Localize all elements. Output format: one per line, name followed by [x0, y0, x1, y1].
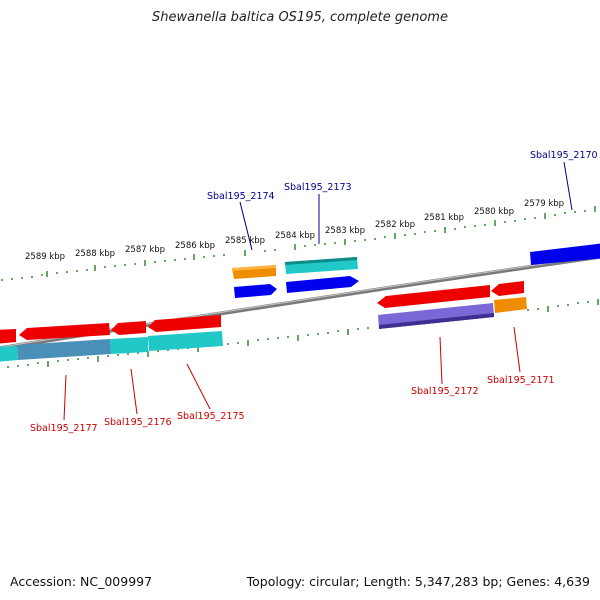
- genome-title: Shewanella baltica OS195, complete genom…: [152, 10, 448, 25]
- gene-feature-sbal195-2171[interactable]: [494, 297, 527, 313]
- forward-features: [232, 243, 600, 298]
- genome-summary-text: Topology: circular; Length: 5,347,283 bp…: [246, 574, 590, 589]
- gene-feature-sbal195-2176[interactable]: [110, 337, 148, 354]
- accession-text: Accession: NC_009997: [10, 574, 153, 589]
- kbp-label: 2583 kbp: [325, 226, 365, 236]
- kbp-label: 2589 kbp: [25, 252, 65, 262]
- cds-arrow-sbal195-2177[interactable]: [19, 323, 110, 340]
- leader-line: [439, 336, 443, 385]
- cds-arrow-sbal195-2172[interactable]: [377, 285, 490, 308]
- cds-arrow-sbal195-2171[interactable]: [491, 281, 524, 296]
- kbp-label: 2587 kbp: [125, 245, 165, 255]
- cds-arrow-sbal195-2175[interactable]: [148, 315, 221, 332]
- kbp-label: 2585 kbp: [225, 236, 265, 246]
- leader-line: [186, 363, 211, 410]
- kbp-label: 2581 kbp: [424, 213, 464, 223]
- gene-label[interactable]: Sbal195_2176: [104, 417, 172, 428]
- reverse-features: [0, 281, 527, 362]
- kbp-label: 2579 kbp: [524, 199, 564, 209]
- lower-tick-track: [7, 299, 599, 368]
- gene-label[interactable]: Sbal195_2174: [207, 191, 275, 202]
- kbp-label: 2584 kbp: [275, 231, 315, 241]
- gene-label[interactable]: Sbal195_2172: [411, 386, 479, 397]
- gene-feature-sbal195-2172-shadow: [379, 313, 494, 329]
- gene-feature-sbal195-2175[interactable]: [148, 331, 223, 351]
- gene-feature-sbal195-2177[interactable]: [17, 339, 111, 360]
- leader-line: [239, 201, 253, 251]
- cds-arrow-sbal195-2174[interactable]: [234, 284, 277, 298]
- gene-label[interactable]: Sbal195_2171: [487, 375, 555, 386]
- gene-label[interactable]: Sbal195_2173: [284, 182, 352, 193]
- reverse-labels: Sbal195_2171 Sbal195_2172 Sbal195_2175 S…: [30, 326, 555, 434]
- kbp-label: 2580 kbp: [474, 207, 514, 217]
- gene-label[interactable]: Sbal195_2175: [177, 411, 245, 422]
- kbp-label-group: 2579 kbp 2580 kbp 2581 kbp 2582 kbp 2583…: [25, 199, 564, 262]
- cds-arrow-partial[interactable]: [0, 329, 16, 344]
- gene-feature-sbal195-2174-highlight: [232, 265, 276, 271]
- leader-line: [130, 368, 138, 415]
- kbp-label: 2586 kbp: [175, 241, 215, 251]
- leader-line: [563, 161, 573, 211]
- cds-arrow-sbal195-2170[interactable]: [530, 243, 600, 265]
- gene-feature-partial[interactable]: [0, 346, 18, 362]
- leader-line: [63, 374, 67, 421]
- gene-feature-sbal195-2173-highlight: [285, 257, 357, 265]
- cds-arrow-sbal195-2173[interactable]: [286, 276, 359, 293]
- forward-labels: Sbal195_2170 Sbal195_2173 Sbal195_2174: [207, 150, 598, 251]
- kbp-label: 2582 kbp: [375, 220, 415, 230]
- gene-label[interactable]: Sbal195_2170: [530, 150, 598, 161]
- gene-label[interactable]: Sbal195_2177: [30, 423, 98, 434]
- kbp-label: 2588 kbp: [75, 249, 115, 259]
- leader-line: [513, 326, 521, 373]
- cds-arrow-sbal195-2176[interactable]: [111, 321, 146, 335]
- upper-tick-track: [1, 206, 596, 281]
